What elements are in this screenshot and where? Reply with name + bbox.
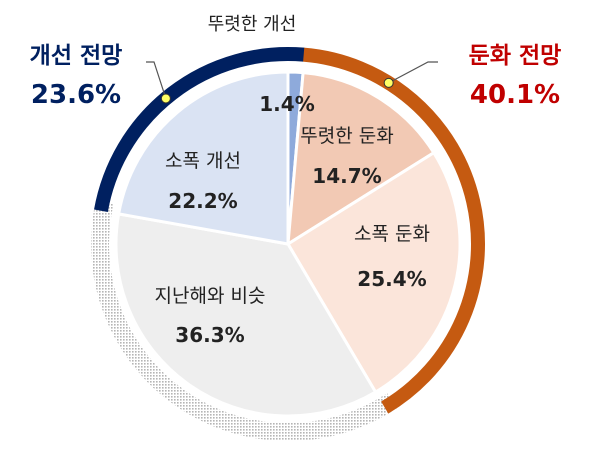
similar-outline-ring <box>91 199 398 441</box>
slice-label-3: 지난해와 비슷 <box>155 285 266 307</box>
improve-callout-dot <box>160 93 171 104</box>
slowdown-outlook-title: 둔화 전망 <box>468 43 562 69</box>
slowdown-outlook-callout: 둔화 전망 40.1% <box>440 42 590 111</box>
pie-slice-1 <box>286 71 436 247</box>
slowdown-callout-leader <box>388 61 438 84</box>
slice-value-2: 25.4% <box>357 267 426 291</box>
slowdown-outlook-arc <box>302 47 485 414</box>
slice-label-2: 소폭 둔화 <box>354 223 430 245</box>
slice-value-0: 1.4% <box>259 92 314 116</box>
improve-outlook-callout: 개선 전망 23.6% <box>6 42 146 111</box>
pie-slice-3 <box>114 212 378 418</box>
slice-value-4: 22.2% <box>168 189 237 213</box>
pie-slice-4 <box>116 70 290 246</box>
slice-label-1: 뚜렷한 둔화 <box>300 125 393 147</box>
slice-value-1: 14.7% <box>312 164 381 188</box>
slowdown-outlook-value: 40.1% <box>469 79 561 110</box>
improve-outlook-arc <box>94 47 305 212</box>
slowdown-callout-dot <box>383 77 394 88</box>
improve-callout-leader <box>146 61 167 99</box>
slice-label-4: 소폭 개선 <box>165 150 241 172</box>
pie-slice-2 <box>285 150 462 395</box>
improve-outlook-title: 개선 전망 <box>29 43 123 69</box>
improve-outlook-value: 23.6% <box>30 79 122 110</box>
slice-label-0: 뚜렷한 개선 <box>208 14 297 35</box>
slice-value-3: 36.3% <box>175 323 244 347</box>
